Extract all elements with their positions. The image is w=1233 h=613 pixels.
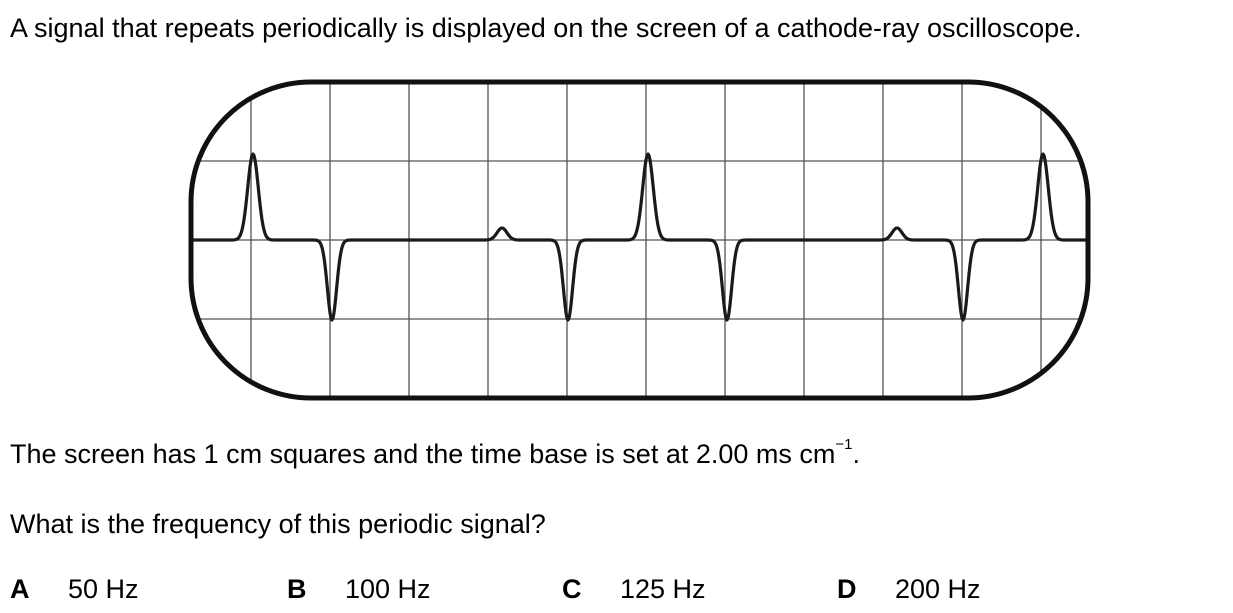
oscilloscope-screen-border [188,79,1091,401]
option-letter: C [562,574,582,604]
option-letter: B [287,574,307,604]
option-value: 100 Hz [345,574,431,604]
screen-info-text: The screen has 1 cm squares and the time… [10,437,861,469]
oscilloscope-grid [191,82,1088,398]
option-letter: A [10,574,30,604]
question-intro: A signal that repeats periodically is di… [10,13,1082,43]
option-value: 50 Hz [68,574,139,604]
question-prompt: What is the frequency of this periodic s… [10,509,546,539]
screen-info-suffix: . [852,439,861,469]
signal-trace [191,152,1088,322]
option-letter: D [837,574,857,604]
unit-exponent: −1 [835,436,853,453]
option-value: 125 Hz [620,574,706,604]
option-value: 200 Hz [895,574,981,604]
screen-info-prefix: The screen has 1 cm squares and the time… [10,439,836,469]
